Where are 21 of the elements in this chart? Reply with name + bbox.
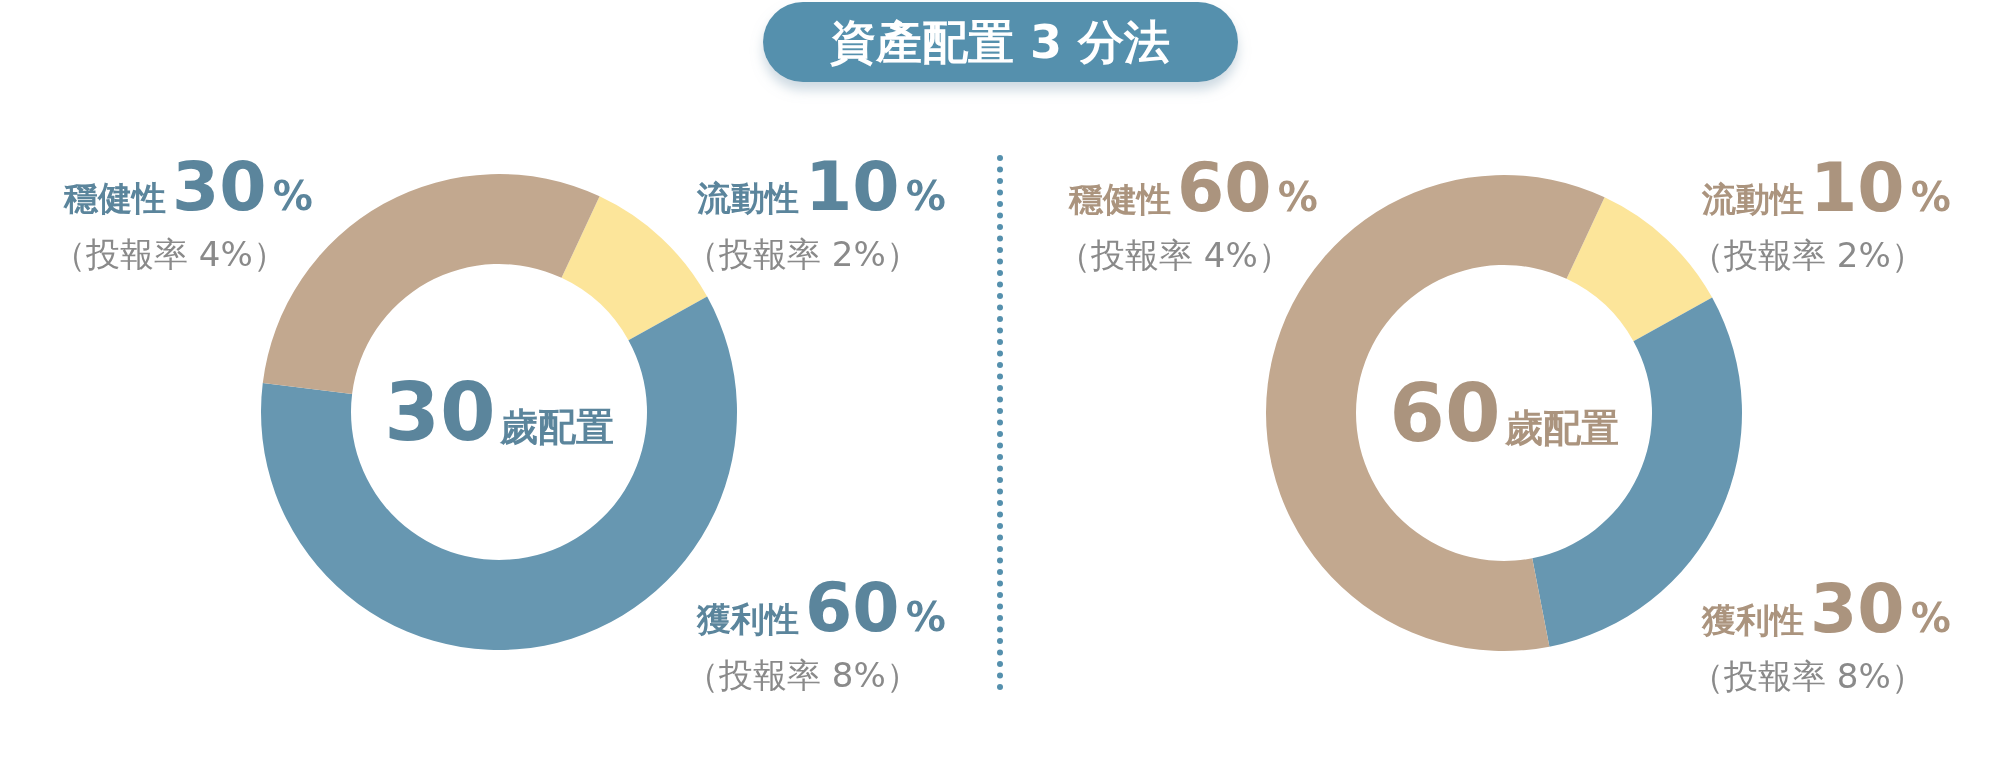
text: （投報率 4%） — [52, 234, 287, 274]
data-label: 60% — [805, 568, 946, 647]
slice-label: 穩健性 — [1068, 179, 1171, 219]
slice-label: 穩健性 — [63, 178, 166, 218]
text: （投報率 2%） — [685, 234, 920, 274]
slice-label: 獲利性 — [696, 599, 799, 639]
slice-label: 流動性 — [696, 178, 799, 218]
text: （投報率 2%） — [1690, 235, 1925, 275]
text: （投報率 4%） — [1057, 235, 1292, 275]
slice-label: 流動性 — [1701, 179, 1804, 219]
text: （投報率 8%） — [1690, 656, 1925, 696]
slice-label: 獲利性 — [1701, 600, 1804, 640]
data-label: 60% — [1177, 148, 1318, 227]
text: 資產配置 3 分法 — [829, 15, 1171, 69]
text: 30歲配置 — [384, 366, 614, 459]
data-label: 10% — [1810, 148, 1951, 227]
text: 60歲配置 — [1389, 367, 1619, 460]
data-label: 30% — [1810, 569, 1951, 648]
text: （投報率 8%） — [685, 655, 920, 695]
data-label: 30% — [172, 147, 313, 226]
data-label: 10% — [805, 147, 946, 226]
